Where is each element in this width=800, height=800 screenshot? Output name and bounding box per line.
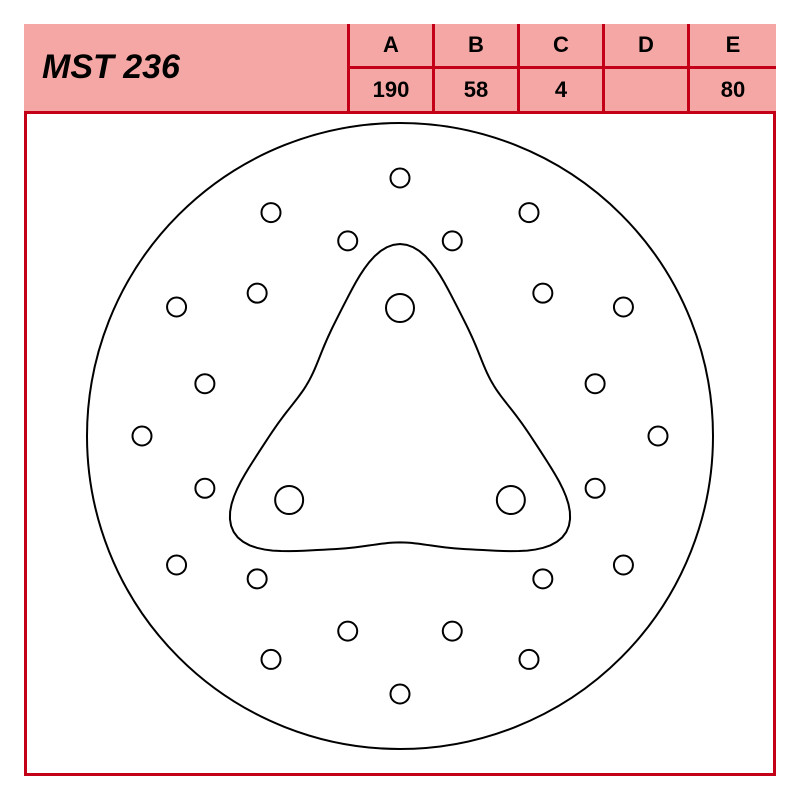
- spec-value-C: 4: [520, 69, 605, 114]
- disc-diagram: [27, 114, 773, 773]
- title-box: MST 236: [24, 24, 350, 114]
- brake-disc-svg: [27, 114, 773, 773]
- spec-header-A: A: [350, 24, 435, 69]
- spec-header-B: B: [435, 24, 520, 69]
- part-number-title: MST 236: [42, 48, 180, 87]
- spec-header-C: C: [520, 24, 605, 69]
- spec-header-D: D: [605, 24, 690, 69]
- spec-header-E: E: [690, 24, 776, 69]
- spec-value-A: 190: [350, 69, 435, 114]
- spec-value-D: [605, 69, 690, 114]
- spec-value-E: 80: [690, 69, 776, 114]
- spec-value-B: 58: [435, 69, 520, 114]
